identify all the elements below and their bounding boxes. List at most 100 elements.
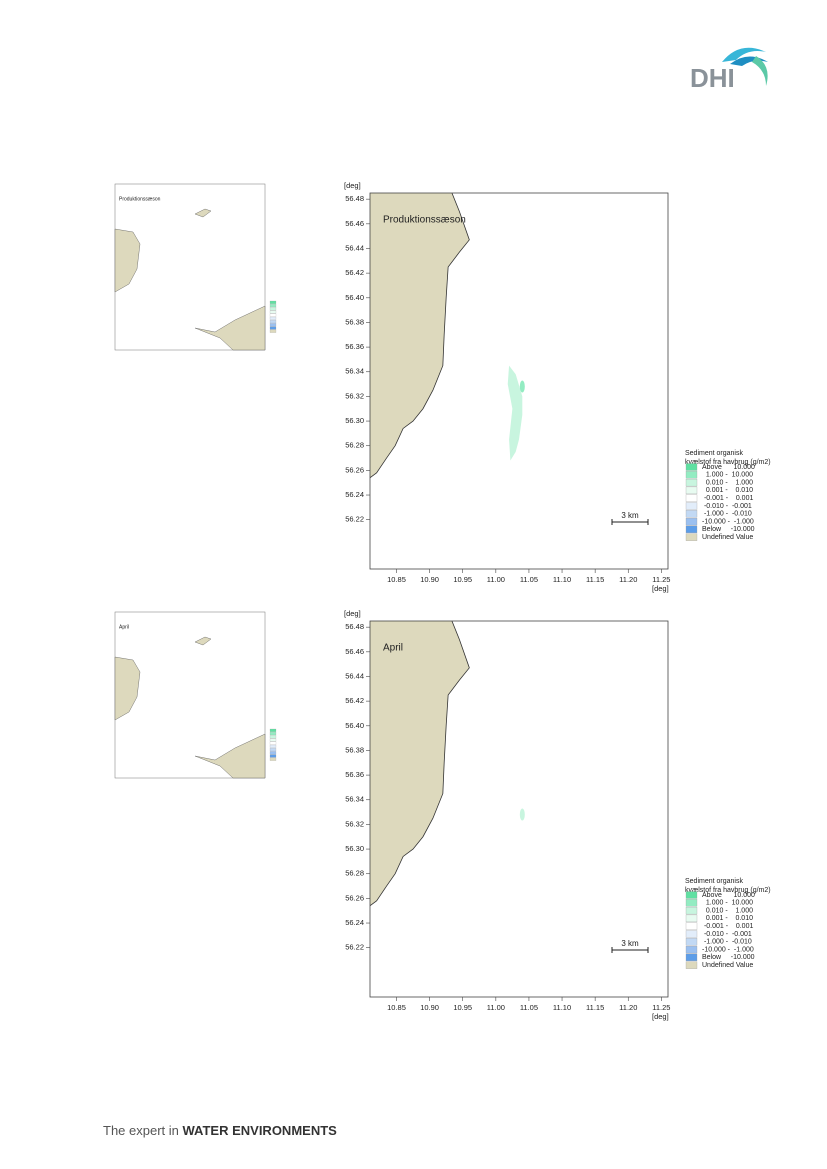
y-tick-label: 56.42 xyxy=(345,268,364,277)
y-tick-label: 56.38 xyxy=(345,745,364,754)
legend-label: -0.001 - 0.001 xyxy=(702,495,753,502)
thumbnail: Produktionssæson xyxy=(114,183,277,351)
legend-swatch xyxy=(685,930,698,938)
legend-label: Above 10.000 xyxy=(702,892,755,899)
x-tick-label: 11.00 xyxy=(487,1003,505,1012)
y-tick-label: 56.42 xyxy=(345,696,364,705)
x-tick-label: 11.15 xyxy=(586,575,604,584)
map-figure: 10.85 10.90 10.95 11.00 11.05 11.10 11.15 11.20… xyxy=(344,609,771,1021)
legend-label: 0.010 - 1.000 xyxy=(702,479,753,486)
land xyxy=(370,193,470,479)
panel-label: April xyxy=(383,643,403,654)
x-tick-label: 11.25 xyxy=(652,1003,670,1012)
y-tick-label: 56.22 xyxy=(345,943,364,952)
legend-label: Above 10.000 xyxy=(702,464,755,471)
thumbnail: April xyxy=(114,611,277,779)
x-tick-label: 11.10 xyxy=(553,1003,571,1012)
x-tick-label: 11.05 xyxy=(520,1003,538,1012)
legend-label: 0.001 - 0.010 xyxy=(702,487,753,494)
legend-label: -0.010 - -0.001 xyxy=(702,503,752,510)
panel-label: Produktionssæson xyxy=(383,215,466,226)
thumb-panel-label: Produktionssæson xyxy=(119,196,161,202)
thumb-legend-swatch xyxy=(269,320,277,324)
logo-text: DHI xyxy=(690,63,735,93)
y-axis-label: [deg] xyxy=(344,609,361,618)
x-axis-label: [deg] xyxy=(652,1012,669,1021)
legend-swatch xyxy=(685,922,698,930)
thumb-legend-swatch xyxy=(269,738,277,742)
legend-label: -1.000 - -0.010 xyxy=(702,939,752,946)
x-tick-label: 10.85 xyxy=(387,575,406,584)
map-figure: 10.85 10.90 10.95 11.00 11.05 11.10 11.15 11.20… xyxy=(344,181,771,593)
y-tick-label: 56.46 xyxy=(345,647,364,656)
plume-core xyxy=(519,808,525,821)
legend-swatch xyxy=(685,891,698,899)
legend-swatch xyxy=(685,938,698,946)
tagline-emphasis: WATER ENVIRONMENTS xyxy=(183,1123,338,1138)
y-tick-label: 56.38 xyxy=(345,317,364,326)
y-tick-label: 56.48 xyxy=(345,194,364,203)
y-tick-label: 56.28 xyxy=(345,869,364,878)
x-axis-label: [deg] xyxy=(652,584,669,593)
legend-label: Below -10.000 xyxy=(702,526,755,533)
thumb-land xyxy=(114,228,141,293)
legend-swatch xyxy=(685,961,698,969)
y-tick-label: 56.22 xyxy=(345,515,364,524)
thumb-legend-swatch xyxy=(269,748,277,752)
thumb-legend-swatch xyxy=(269,728,277,732)
thumb-panel-label: April xyxy=(119,624,129,630)
y-tick-label: 56.24 xyxy=(345,490,364,499)
thumb-legend-swatch xyxy=(269,316,277,320)
legend-label: Below -10.000 xyxy=(702,954,755,961)
thumb-legend-swatch xyxy=(269,326,277,330)
thumb-legend-swatch xyxy=(269,307,277,311)
y-tick-label: 56.34 xyxy=(345,795,364,804)
legend-label: Undefined Value xyxy=(702,534,753,541)
x-tick-label: 11.00 xyxy=(487,575,505,584)
y-tick-label: 56.34 xyxy=(345,367,364,376)
legend-swatch xyxy=(685,945,698,954)
legend-label: -1.000 - -0.010 xyxy=(702,511,752,518)
legend-swatch xyxy=(685,525,698,534)
y-tick-label: 56.30 xyxy=(345,844,364,853)
y-tick-label: 56.48 xyxy=(345,622,364,631)
thumb-island xyxy=(194,636,212,646)
tagline-prefix: The expert in xyxy=(103,1123,179,1138)
plume xyxy=(507,365,523,461)
y-tick-label: 56.24 xyxy=(345,918,364,927)
y-tick-label: 56.32 xyxy=(345,391,364,400)
thumb-legend-swatch xyxy=(269,744,277,748)
x-tick-label: 11.20 xyxy=(619,1003,637,1012)
thumb-legend-swatch xyxy=(269,735,277,739)
x-tick-label: 10.95 xyxy=(453,575,472,584)
thumb-legend-swatch xyxy=(269,757,277,761)
legend-label: -10.000 - -1.000 xyxy=(702,518,754,525)
legend-label: 0.010 - 1.000 xyxy=(702,907,753,914)
x-tick-label: 10.90 xyxy=(420,1003,439,1012)
thumb-legend-swatch xyxy=(269,741,277,745)
y-tick-label: 56.36 xyxy=(345,342,364,351)
legend-swatch xyxy=(685,517,698,526)
thumb-land xyxy=(194,305,266,351)
y-tick-label: 56.40 xyxy=(345,721,364,730)
land xyxy=(370,621,470,907)
legend-label: 1.000 - 10.000 xyxy=(702,472,753,479)
footer-tagline: The expert in WATER ENVIRONMENTS xyxy=(103,1123,337,1138)
y-tick-label: 56.44 xyxy=(345,243,364,252)
map-area xyxy=(370,621,525,907)
logo: DHI xyxy=(690,47,768,93)
legend-swatch xyxy=(685,502,698,510)
legend-label: 1.000 - 10.000 xyxy=(702,900,753,907)
legend-swatch xyxy=(685,914,698,923)
thumb-legend-swatch xyxy=(269,754,277,758)
x-tick-label: 11.25 xyxy=(652,575,670,584)
legend-title: kvælstof fra havbrug (g/m2) xyxy=(685,459,771,466)
legend-swatch xyxy=(685,899,698,907)
y-tick-label: 56.40 xyxy=(345,293,364,302)
y-tick-label: 56.30 xyxy=(345,416,364,425)
legend-swatch xyxy=(685,471,698,479)
legend-label: 0.001 - 0.010 xyxy=(702,915,753,922)
x-tick-label: 11.20 xyxy=(619,575,637,584)
thumb-legend-swatch xyxy=(269,751,277,755)
